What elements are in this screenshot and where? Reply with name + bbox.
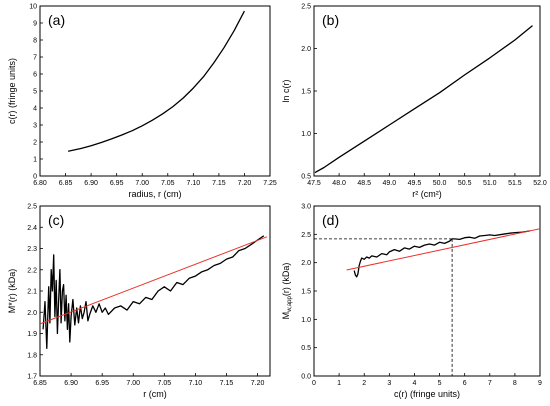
y-tick-label: 3.0 <box>301 204 311 211</box>
fit-line <box>346 228 541 271</box>
x-tick-label: 7.05 <box>158 380 172 387</box>
panel-d: 0 1 2 3 4 5 6 7 8 9 0.0 0.5 1.0 1.5 2.0 2.5 3.0 c(r) (fri… <box>281 204 542 400</box>
x-tick-label: 2 <box>362 380 366 387</box>
y-tick-label: 2.0 <box>301 46 311 53</box>
y-tick-label: 2.0 <box>301 260 311 267</box>
y-tick-label: 2.5 <box>301 4 311 11</box>
x-tick-label: 7.25 <box>263 180 277 187</box>
y-tick-label: 10 <box>29 4 37 11</box>
x-tick-label: 5 <box>438 380 442 387</box>
x-tick-label: 7.10 <box>187 180 201 187</box>
y-tick-label: 2.0 <box>27 310 37 317</box>
y-tick-label: 1.9 <box>27 331 37 338</box>
y-tick-label: 2.4 <box>27 225 37 232</box>
plot-frame <box>39 205 271 377</box>
x-tick-label: 7.00 <box>135 180 149 187</box>
y-tick-label: 1.8 <box>27 352 37 359</box>
y-tick-label: 7 <box>33 55 37 62</box>
y-tick-label: 4 <box>33 106 37 113</box>
data-curve <box>353 230 531 278</box>
x-tick-label: 7.10 <box>189 380 203 387</box>
x-tick-label: 7 <box>488 380 492 387</box>
data-curve <box>42 235 265 350</box>
x-tick-label: 49.5 <box>408 180 422 187</box>
y-tick-label: 0.5 <box>301 174 311 181</box>
y-tick-label: 2.5 <box>301 232 311 239</box>
x-tick-label: 6.80 <box>33 180 47 187</box>
panel-b: 47.5 48.0 48.5 49.0 49.5 50.0 50.5 51.0 51.5 52.0… <box>281 4 547 200</box>
x-tick-label: 51.5 <box>508 180 522 187</box>
plot-frame <box>313 205 541 377</box>
x-tick-label: 4 <box>412 380 416 387</box>
x-axis-label: r² (cm²) <box>412 189 441 199</box>
x-tick-label: 8 <box>513 380 517 387</box>
x-tick-label: 0 <box>312 380 316 387</box>
x-tick-label: 51.0 <box>483 180 497 187</box>
y-axis-label: M*(r) (kDa) <box>7 269 17 314</box>
x-tick-label: 6.85 <box>33 380 47 387</box>
x-axis-label: c(r) (fringe units) <box>394 389 460 399</box>
y-tick-label: 1.7 <box>27 374 37 381</box>
x-tick-label: 6.95 <box>110 180 124 187</box>
x-tick-label: 7.20 <box>238 180 252 187</box>
x-tick-label: 48.5 <box>357 180 371 187</box>
y-tick-label: 2.1 <box>27 289 37 296</box>
x-tick-label: 7.05 <box>161 180 175 187</box>
x-axis-label: r (cm) <box>143 389 167 399</box>
y-tick-label: 2.2 <box>27 267 37 274</box>
x-tick-label: 49.0 <box>383 180 397 187</box>
y-tick-label: 0.0 <box>301 374 311 381</box>
y-tick-label: 5 <box>33 89 37 96</box>
x-tick-label: 3 <box>387 380 391 387</box>
panel-c: 6.85 6.90 6.95 7.00 7.05 7.10 7.15 7.20 1.7 1.8 1.… <box>7 204 271 399</box>
x-tick-label: 6 <box>463 380 467 387</box>
y-tick-label: 3 <box>33 123 37 130</box>
panel-label: (d) <box>322 212 339 228</box>
x-tick-label: 1 <box>337 380 341 387</box>
x-tick-label: 6.90 <box>64 380 78 387</box>
x-tick-label: 50.5 <box>458 180 472 187</box>
fit-line <box>39 236 268 325</box>
y-tick-label: 9 <box>33 21 37 28</box>
x-tick-label: 50.0 <box>433 180 447 187</box>
x-tick-label: 7.20 <box>251 380 265 387</box>
data-curve <box>67 10 245 152</box>
y-tick-label: 1.5 <box>301 289 311 296</box>
y-tick-label: 0 <box>33 174 37 181</box>
y-tick-label: 8 <box>33 38 37 45</box>
x-tick-label: 52.0 <box>533 180 547 187</box>
y-axis-label: Mw,app(r) (kDa) <box>281 263 293 320</box>
panel-label: (c) <box>48 212 64 228</box>
y-tick-label: 0.5 <box>301 345 311 352</box>
y-tick-label: 1.0 <box>301 131 311 138</box>
x-tick-label: 7.15 <box>220 380 234 387</box>
y-tick-label: 1.5 <box>301 89 311 96</box>
y-tick-label: 1 <box>33 157 37 164</box>
y-tick-label: 2 <box>33 140 37 147</box>
x-axis-label: radius, r (cm) <box>128 189 181 199</box>
x-tick-label: 7.15 <box>212 180 226 187</box>
x-tick-label: 6.90 <box>84 180 98 187</box>
plot-frame <box>313 5 541 177</box>
y-axis-label: c(r) (fringe units) <box>7 58 17 124</box>
y-tick-label: 6 <box>33 72 37 79</box>
panel-label: (b) <box>322 12 339 28</box>
y-tick-label: 1.0 <box>301 317 311 324</box>
panel-a: 6.80 6.85 6.90 6.95 7.00 7.05 7.10 7.15 7.20 7.25… <box>7 4 277 200</box>
x-tick-label: 48.0 <box>332 180 346 187</box>
x-tick-label: 6.95 <box>95 380 109 387</box>
y-axis-label: ln c(r) <box>281 80 291 103</box>
y-tick-label: 2.5 <box>27 204 37 211</box>
x-tick-label: 9 <box>538 380 542 387</box>
x-tick-label: 7.00 <box>126 380 140 387</box>
y-tick-label: 2.3 <box>27 246 37 253</box>
x-tick-label: 47.5 <box>307 180 321 187</box>
data-curve <box>314 25 533 174</box>
panel-label: (a) <box>48 12 65 28</box>
x-tick-label: 6.85 <box>59 180 73 187</box>
